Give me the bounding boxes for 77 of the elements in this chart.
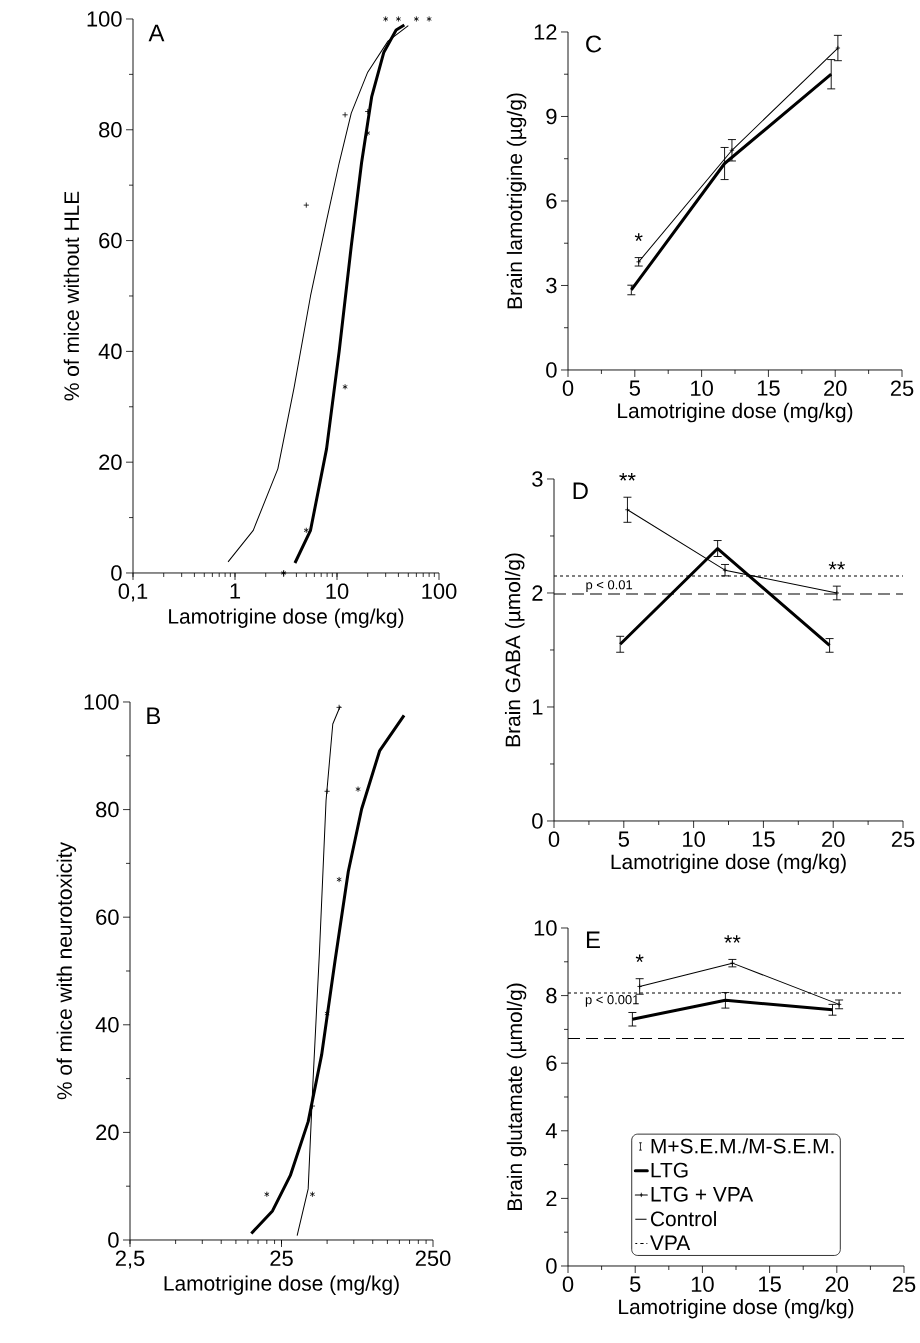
x-tick-label: 25 [891,380,914,397]
y-tick-label: 8 [546,987,557,1004]
x-tick-label: 10 [683,831,706,848]
annotation: * [635,233,643,241]
x-tick-label: 15 [759,1276,782,1292]
x-tick-label: 2,5 [116,1250,145,1269]
y-tick-label: 40 [98,343,122,360]
x-axis-title: Lamotrigine dose (mg/kg) [618,402,853,423]
x-tick-label: 25 [270,1250,293,1267]
y-tick-label: 0 [546,362,557,378]
y-tick-label: 60 [99,232,122,249]
chart-title: E [587,931,601,949]
x-tick-label: 20 [824,380,847,397]
chart-title: B [147,707,161,725]
y-axis-title: % of mice with neurotoxicity [56,842,77,1100]
y-tick-label: 0 [111,565,122,581]
x-axis-title: Lamotrigine dose (mg/kg) [619,1298,854,1319]
annotation: ** [619,472,636,481]
x-tick-label: 15 [758,380,780,396]
annotation: ** [724,935,741,943]
annotation: p < 0.001 [586,995,639,1007]
x-tick-label: 10 [692,1276,714,1293]
x-tick-label: 15 [753,831,775,847]
x-tick-label: 10 [326,583,349,600]
x-tick-label: 20 [825,1276,849,1293]
y-tick-label: 40 [95,1017,119,1033]
x-tick-label: 0,1 [118,583,148,602]
x-tick-label: 25 [892,831,915,848]
y-tick-label: 0 [532,813,543,829]
x-axis-title: Lamotrigine dose (mg/kg) [169,608,404,628]
y-tick-label: 100 [87,11,122,27]
y-tick-label: 100 [84,694,119,710]
y-tick-label: 3 [532,471,543,487]
annotation: p < 0.01 [586,580,633,592]
y-axis-title: Brain lamotrigine (µg/g) [507,93,527,309]
x-tick-label: 250 [416,1250,451,1267]
y-tick-label: 6 [546,1055,557,1071]
y-tick-label: 80 [96,801,119,818]
legend-label: VPA [650,1235,691,1250]
x-tick-label: 0 [563,380,574,397]
x-tick-label: 5 [629,380,641,396]
y-tick-label: 2 [532,585,543,601]
legend-label: LTG + VPA [651,1186,754,1202]
y-tick-label: 4 [546,1123,558,1139]
y-tick-label: 20 [96,1124,119,1141]
chart-title: D [573,482,589,500]
y-tick-label: 1 [533,699,543,715]
y-tick-label: 9 [546,108,557,125]
x-tick-label: 0 [563,1276,574,1293]
y-tick-label: 3 [546,277,557,294]
legend-label: LTG [651,1162,688,1178]
y-axis-title: % of mice without HLE [63,191,80,401]
y-tick-label: 80 [99,122,122,138]
y-tick-label: 60 [96,909,119,925]
x-tick-label: 5 [618,831,630,847]
x-tick-label: 10 [691,380,714,397]
y-tick-label: 2 [546,1190,557,1207]
x-tick-label: 20 [822,831,845,848]
x-tick-label: 25 [893,1276,916,1293]
y-tick-label: 0 [108,1232,119,1248]
y-tick-label: 12 [535,24,557,40]
legend-label: Control [651,1210,717,1227]
x-axis-title: Lamotrigine dose (mg/kg) [611,853,847,874]
annotation: * [635,954,644,963]
chart-title: C [586,35,602,53]
x-axis-title: Lamotrigine dose (mg/kg) [164,1275,399,1295]
y-tick-label: 10 [535,920,557,936]
y-tick-label: 20 [99,454,122,470]
legend-title: M+S.E.M./M-S.E.M. [651,1138,834,1154]
y-tick-label: 6 [546,193,557,209]
x-tick-label: 5 [630,1276,641,1292]
x-tick-label: 1 [230,583,241,599]
y-axis-title: Brain GABA (µmol/g) [505,553,525,747]
y-axis-title: Brain glutamate (µmol/g) [507,983,527,1211]
annotation: ** [828,561,846,570]
x-tick-label: 100 [422,583,457,600]
chart-title: A [148,24,165,42]
